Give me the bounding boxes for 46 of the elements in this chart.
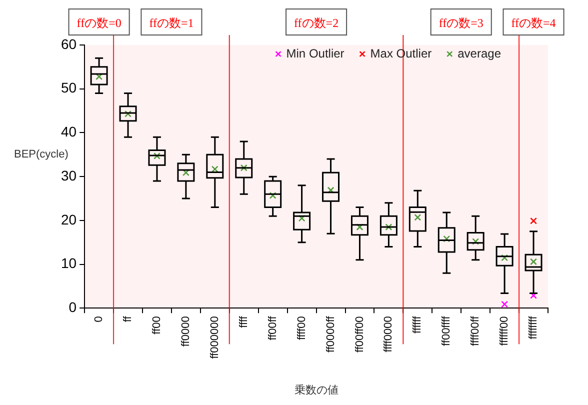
- x-tick-label: 0: [93, 316, 106, 322]
- y-axis-title: BEP(cycle): [14, 148, 68, 161]
- x-axis-title: 乗数の値: [294, 383, 338, 396]
- band-label: ffの数=3: [438, 16, 484, 30]
- point: [472, 238, 480, 245]
- y-tick-label: 50: [60, 80, 77, 96]
- y-tick-label: 20: [60, 211, 77, 228]
- x-tick-label: ff00ffff: [440, 315, 453, 346]
- point: [182, 169, 190, 176]
- band-label: ffの数=2: [294, 16, 339, 30]
- point: [269, 192, 276, 199]
- band-label: ffの数=0: [76, 16, 122, 30]
- x-tick-label: ff00ff: [266, 315, 279, 340]
- point: [240, 164, 248, 172]
- x-tick-label: ffff00: [296, 316, 308, 340]
- y-tick-label: 10: [60, 255, 77, 272]
- point: [327, 186, 334, 194]
- y-tick-label: 60: [60, 36, 77, 52]
- legend-label: average: [458, 46, 502, 60]
- point: [298, 214, 306, 222]
- x-tick-label: ff0000: [180, 316, 192, 347]
- point: [501, 254, 508, 262]
- x-tick-label: ffff: [238, 315, 250, 328]
- y-tick-label: 40: [60, 124, 77, 140]
- x-tick-label: ffff0000: [382, 316, 395, 352]
- x-tick-label: ffffff: [412, 315, 424, 334]
- y-tick-label: 30: [60, 167, 77, 184]
- band-label: ffの数=4: [511, 16, 556, 30]
- point: [385, 224, 392, 231]
- x-tick-label: ff00ff00: [354, 316, 366, 352]
- x-tick-label: ff000000: [208, 316, 221, 359]
- x-tick-label: ff0000ff: [324, 315, 337, 352]
- point: [443, 235, 450, 242]
- x-tick-label: ffff00ff: [470, 315, 482, 346]
- point: [414, 214, 422, 221]
- band-label: ffの数=1: [149, 16, 194, 30]
- point: [124, 110, 132, 118]
- point: [154, 152, 160, 160]
- x-tick-label: ffffffff: [528, 315, 540, 340]
- x-tick-label: ff: [122, 315, 134, 322]
- x-tick-label: ff00: [151, 316, 164, 334]
- point: [356, 224, 364, 231]
- x-tick-label: ffffff00: [498, 316, 511, 346]
- point: [96, 73, 103, 80]
- legend-label: Min Outlier: [286, 46, 344, 60]
- point: [530, 258, 537, 266]
